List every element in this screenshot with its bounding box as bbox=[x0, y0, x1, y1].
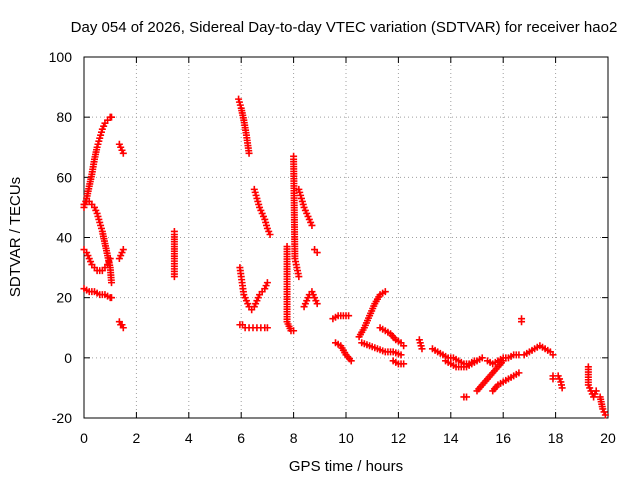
chart-title: Day 054 of 2026, Sidereal Day-to-day VTE… bbox=[71, 19, 618, 36]
data-point bbox=[263, 324, 271, 332]
x-tick-label: 20 bbox=[600, 430, 616, 446]
data-point bbox=[266, 230, 274, 238]
data-point bbox=[592, 387, 600, 395]
x-tick-label: 12 bbox=[391, 430, 407, 446]
data-point bbox=[108, 279, 116, 287]
data-point bbox=[478, 354, 486, 362]
y-tick-label: 80 bbox=[56, 109, 72, 125]
y-tick-label: 100 bbox=[49, 49, 73, 65]
y-tick-label: 60 bbox=[56, 169, 72, 185]
y-tick-label: -20 bbox=[52, 410, 72, 426]
y-axis-label: SDTVAR / TECUs bbox=[7, 177, 24, 297]
data-point bbox=[518, 318, 526, 326]
x-tick-label: 6 bbox=[237, 430, 245, 446]
data-point bbox=[397, 351, 405, 359]
x-tick-label: 0 bbox=[80, 430, 88, 446]
x-tick-label: 18 bbox=[548, 430, 564, 446]
data-point bbox=[549, 375, 557, 383]
data-point bbox=[400, 360, 408, 368]
data-point bbox=[313, 300, 321, 308]
data-point bbox=[463, 393, 471, 401]
y-tick-label: 20 bbox=[56, 290, 72, 306]
data-point bbox=[601, 411, 609, 419]
data-point bbox=[313, 249, 321, 257]
data-point bbox=[400, 342, 408, 350]
data-point bbox=[549, 351, 557, 359]
data-point bbox=[308, 221, 316, 229]
data-point bbox=[381, 288, 389, 296]
tick-labels: 0 2 4 6 8 10 12 14 16 18 20 -20 0 20 40 60 80 100 bbox=[49, 49, 616, 446]
data-point bbox=[418, 345, 426, 353]
data-point bbox=[345, 312, 353, 320]
grid-lines bbox=[83, 56, 609, 419]
x-tick-label: 4 bbox=[185, 430, 193, 446]
data-point bbox=[119, 149, 127, 157]
data-point bbox=[119, 246, 127, 254]
data-points bbox=[80, 95, 609, 419]
data-point bbox=[108, 113, 116, 121]
x-tick-label: 2 bbox=[133, 430, 141, 446]
data-point bbox=[263, 279, 271, 287]
data-point bbox=[119, 324, 127, 332]
plot-frame bbox=[83, 56, 609, 419]
data-point bbox=[558, 384, 566, 392]
data-point bbox=[515, 369, 523, 377]
x-axis-label: GPS time / hours bbox=[289, 458, 403, 475]
x-tick-label: 8 bbox=[290, 430, 298, 446]
x-tick-label: 16 bbox=[495, 430, 511, 446]
data-point bbox=[245, 149, 253, 157]
y-tick-label: 40 bbox=[56, 230, 72, 246]
data-point bbox=[106, 255, 114, 263]
data-point bbox=[290, 327, 298, 335]
data-point bbox=[170, 273, 178, 281]
data-point bbox=[108, 294, 116, 302]
x-tick-label: 14 bbox=[443, 430, 459, 446]
data-point bbox=[295, 273, 303, 281]
x-tick-label: 10 bbox=[338, 430, 354, 446]
y-tick-label: 0 bbox=[64, 350, 72, 366]
data-point bbox=[347, 357, 355, 365]
